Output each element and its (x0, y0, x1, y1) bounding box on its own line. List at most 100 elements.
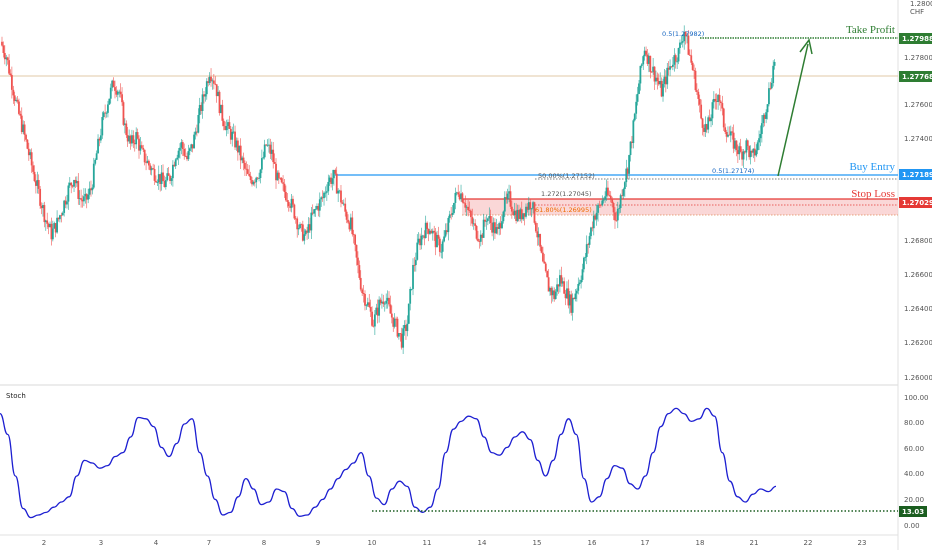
candle-body (657, 80, 660, 85)
candle-body (448, 214, 451, 218)
candle-body (542, 252, 544, 262)
candle-body (731, 131, 734, 133)
candle-body (450, 214, 453, 216)
candle-body (715, 101, 718, 103)
candle-body (539, 233, 542, 247)
candle-body (263, 144, 266, 158)
candle-body (520, 209, 523, 220)
candle-body (485, 220, 488, 222)
candle-body (525, 206, 527, 217)
date-tick: 10 (368, 539, 377, 547)
candle-body (205, 81, 208, 95)
stoch-axis: 100.00 80.00 60.00 40.00 20.00 0.00 (904, 394, 929, 530)
candle-body (280, 178, 283, 183)
date-tick: 9 (316, 539, 320, 547)
candle-body (32, 165, 34, 172)
candle-body (282, 182, 284, 184)
candle-body (756, 142, 759, 151)
stoch-panel (0, 407, 777, 519)
candle-body (301, 224, 304, 241)
candle-body (513, 210, 516, 216)
price-tick: 1.26600 (904, 271, 932, 279)
candle-body (697, 91, 700, 99)
candle-body (577, 283, 580, 291)
candle-body (193, 134, 195, 149)
candle-body (501, 221, 503, 229)
candle-body (618, 208, 621, 209)
candle-body (484, 219, 486, 222)
date-tick: 4 (154, 539, 159, 547)
candle-body (420, 235, 423, 246)
candle-body (397, 333, 400, 337)
candle-body (150, 168, 153, 171)
candle-body (104, 112, 107, 114)
svg-text:1.27029: 1.27029 (902, 199, 932, 207)
candle-body (351, 217, 354, 235)
candle-body (389, 304, 392, 314)
candle-body (659, 81, 662, 85)
candle-body (399, 333, 402, 334)
candle-body (66, 201, 68, 205)
candle-body (347, 219, 349, 223)
candle-body (155, 180, 157, 183)
candle-body (405, 324, 407, 332)
candle-body (368, 302, 371, 307)
candle-body (147, 160, 150, 166)
candle-body (163, 181, 166, 188)
candle-body (248, 173, 251, 176)
candle-body (714, 98, 717, 102)
candle-body (172, 164, 174, 179)
candle-body (568, 294, 571, 306)
candle-body (604, 196, 606, 200)
candle-body (534, 222, 537, 232)
candle-body (292, 198, 294, 205)
date-tick: 18 (696, 539, 705, 547)
candle-body (712, 98, 715, 103)
candle-body (273, 162, 276, 164)
candle-body (299, 224, 301, 229)
candle-body (19, 113, 22, 116)
candle-body (440, 251, 443, 253)
candle-body (122, 102, 125, 125)
candle-body (188, 148, 191, 152)
candle-body (728, 134, 731, 136)
candle-body (95, 153, 98, 160)
candle-body (187, 151, 190, 160)
candle-body (142, 147, 145, 150)
candle-body (20, 115, 23, 133)
candle-body (427, 228, 430, 234)
candle-body (383, 303, 386, 305)
candle-body (744, 151, 746, 153)
candle-body (244, 162, 246, 169)
candle-body (748, 146, 751, 158)
candle-body (623, 182, 626, 189)
candle-body (246, 169, 249, 174)
candle-body (349, 217, 352, 230)
candle-body (592, 215, 595, 229)
indicator-label: Stoch (6, 392, 26, 400)
candle-body (321, 197, 324, 199)
candle-body (245, 168, 248, 170)
candle-body (242, 157, 245, 163)
candle-body (670, 66, 673, 68)
candle-body (289, 206, 292, 208)
candle-body (133, 143, 136, 145)
stoch-tick: 60.00 (904, 445, 924, 453)
candle-body (131, 135, 133, 144)
candle-body (234, 131, 236, 148)
candle-body (364, 293, 366, 306)
candle-body (70, 182, 73, 186)
candle-body (414, 259, 417, 266)
candle-body (688, 54, 691, 56)
candle-body (241, 157, 244, 161)
candle-body (727, 134, 729, 137)
candle-body (180, 142, 183, 148)
candle-body (674, 55, 677, 62)
candle-body (22, 124, 25, 133)
candle-body (23, 124, 26, 135)
candle-body (164, 180, 167, 188)
candle-body (8, 60, 10, 74)
candle-body (34, 181, 37, 186)
candle-body (156, 182, 159, 183)
